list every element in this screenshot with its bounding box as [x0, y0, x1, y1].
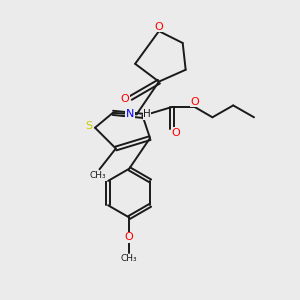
- Text: O: O: [120, 94, 129, 104]
- Text: CH₃: CH₃: [90, 171, 106, 180]
- Text: O: O: [172, 128, 180, 138]
- Text: O: O: [154, 22, 163, 32]
- Text: O: O: [190, 97, 199, 106]
- Text: S: S: [85, 121, 93, 131]
- Text: H: H: [143, 109, 151, 119]
- Text: CH₃: CH₃: [121, 254, 137, 263]
- Text: O: O: [125, 232, 134, 242]
- Text: N: N: [126, 109, 134, 119]
